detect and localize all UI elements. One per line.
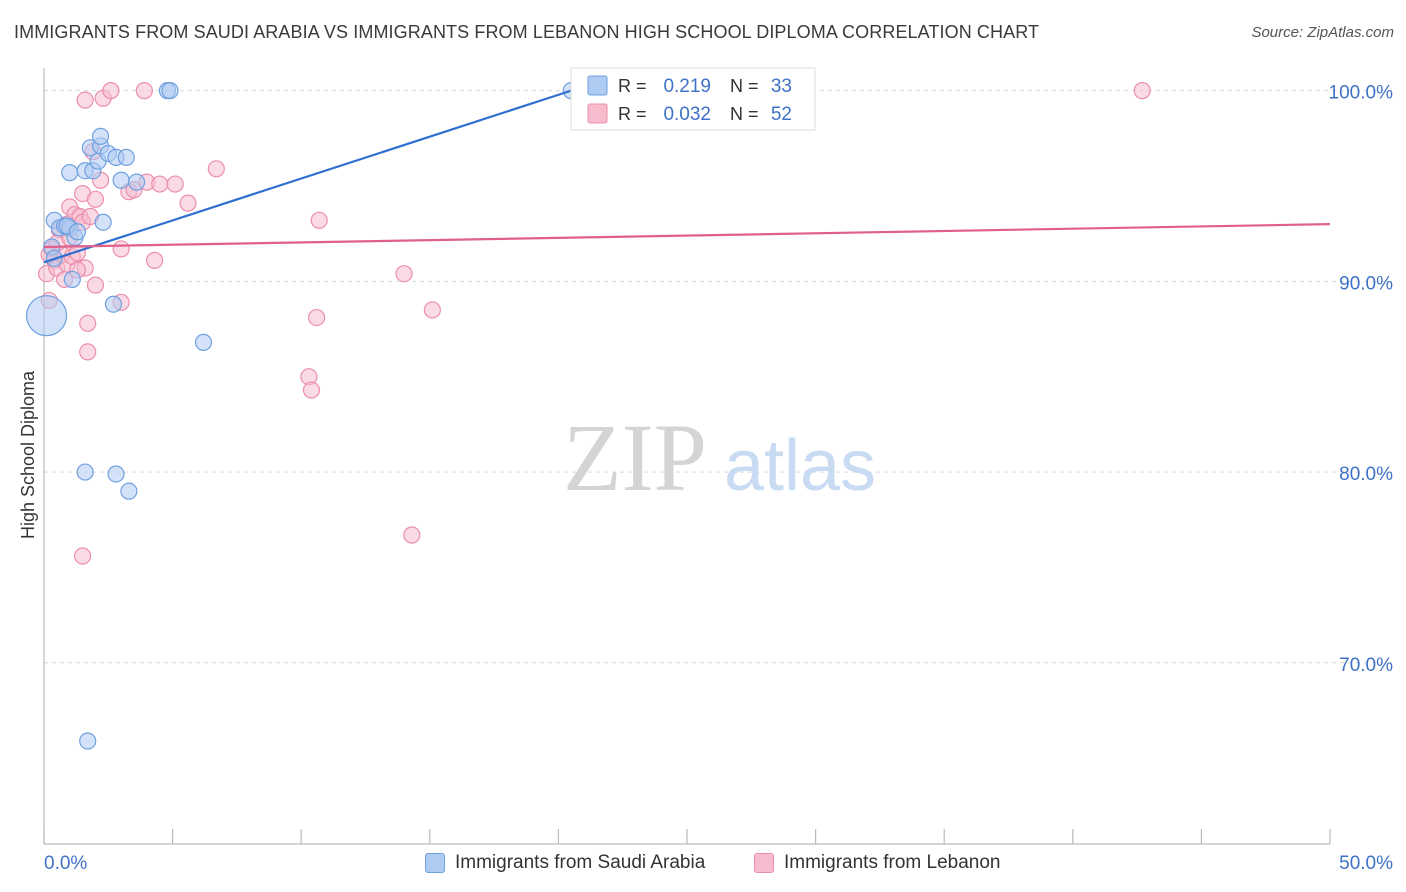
lebanon-point	[145, 251, 164, 269]
saudi-point	[117, 148, 135, 166]
stats-r-label: R =	[618, 76, 647, 96]
y-tick-label: 80.0%	[1339, 464, 1393, 485]
lebanon-point	[166, 175, 184, 193]
stats-swatch-blue	[587, 75, 608, 96]
saudi-point	[61, 164, 79, 182]
chart-title: IMMIGRANTS FROM SAUDI ARABIA VS IMMIGRAN…	[14, 22, 1040, 42]
lebanon-point	[86, 190, 105, 208]
saudi-trend-line	[43, 89, 572, 264]
trend-lines	[43, 89, 1331, 264]
lebanon-point	[179, 194, 197, 212]
y-tick-label: 70.0%	[1339, 655, 1393, 676]
lebanon-point	[102, 82, 120, 100]
saudi-point	[63, 270, 81, 289]
lebanon-point	[76, 91, 94, 109]
lebanon-trend-line	[43, 223, 1331, 249]
legend-swatch-pink	[754, 853, 774, 873]
x-tick-label: 50.0%	[1339, 853, 1393, 874]
lebanon-point	[1133, 82, 1151, 100]
stats-n-value: 33	[771, 76, 792, 97]
lebanon-point	[112, 240, 130, 258]
saudi-point	[107, 465, 125, 483]
saudi-point	[127, 173, 146, 191]
legend-item-lebanon[interactable]: Immigrants from Lebanon	[754, 852, 1001, 874]
lebanon-point	[135, 82, 153, 100]
saudi-point	[104, 295, 123, 313]
lebanon-point	[86, 276, 105, 294]
stats-r-label: R =	[618, 104, 647, 124]
lebanon-point	[403, 526, 421, 544]
watermark-atlas: atlas	[724, 426, 876, 506]
y-tick-label: 100.0%	[1329, 83, 1394, 104]
y-axis-label: High School Diploma	[18, 370, 38, 539]
saudi-point	[25, 295, 68, 337]
legend: Immigrants from Saudi Arabia Immigrants …	[0, 848, 1406, 882]
saudi-point	[112, 171, 130, 189]
y-tick-label: 90.0%	[1339, 273, 1393, 294]
stats-n-value: 52	[771, 104, 792, 125]
stats-r-value: 0.219	[663, 76, 711, 97]
lebanon-point	[79, 343, 97, 361]
stats-swatch-pink	[587, 103, 608, 124]
saudi-point	[194, 333, 213, 351]
saudi-point	[94, 213, 112, 231]
lebanon-point	[310, 211, 328, 229]
lebanon-point	[207, 160, 225, 178]
y-axis-label-group: High School Diploma	[18, 370, 38, 539]
stats-r-value: 0.032	[663, 104, 711, 125]
lebanon-point	[73, 547, 92, 565]
legend-label: Immigrants from Saudi Arabia	[455, 852, 706, 873]
saudi-point	[91, 127, 110, 145]
lebanon-point	[423, 301, 441, 319]
lebanon-point	[395, 265, 413, 283]
stats-n-label: N =	[730, 76, 759, 96]
saudi-point	[68, 223, 87, 241]
stats-box-frame	[570, 67, 816, 131]
lebanon-point	[79, 314, 97, 332]
saudi-point	[76, 463, 94, 481]
legend-swatch-blue	[425, 853, 445, 873]
watermark: ZIP atlas	[563, 404, 876, 511]
axes	[43, 68, 1331, 845]
tick-labels: 70.0% 80.0% 90.0% 100.0% 0.0% 50.0%	[44, 83, 1393, 874]
series-saudi-points	[25, 82, 580, 750]
lebanon-point	[308, 308, 326, 327]
saudi-point	[120, 482, 138, 500]
lebanon-point	[302, 381, 321, 399]
x-tick-label: 0.0%	[44, 853, 87, 874]
lebanon-point	[151, 175, 169, 193]
watermark-zip: ZIP	[563, 404, 707, 511]
saudi-point	[161, 82, 179, 100]
legend-label: Immigrants from Lebanon	[784, 852, 1001, 873]
source-label: Source: ZipAtlas.com	[1251, 24, 1394, 41]
stats-box: R = 0.219 N = 33 R = 0.032 N = 52	[570, 67, 816, 131]
grid-lines	[44, 90, 1392, 664]
legend-item-saudi-arabia[interactable]: Immigrants from Saudi Arabia	[425, 852, 705, 874]
saudi-point	[79, 732, 97, 750]
stats-n-label: N =	[730, 104, 759, 124]
